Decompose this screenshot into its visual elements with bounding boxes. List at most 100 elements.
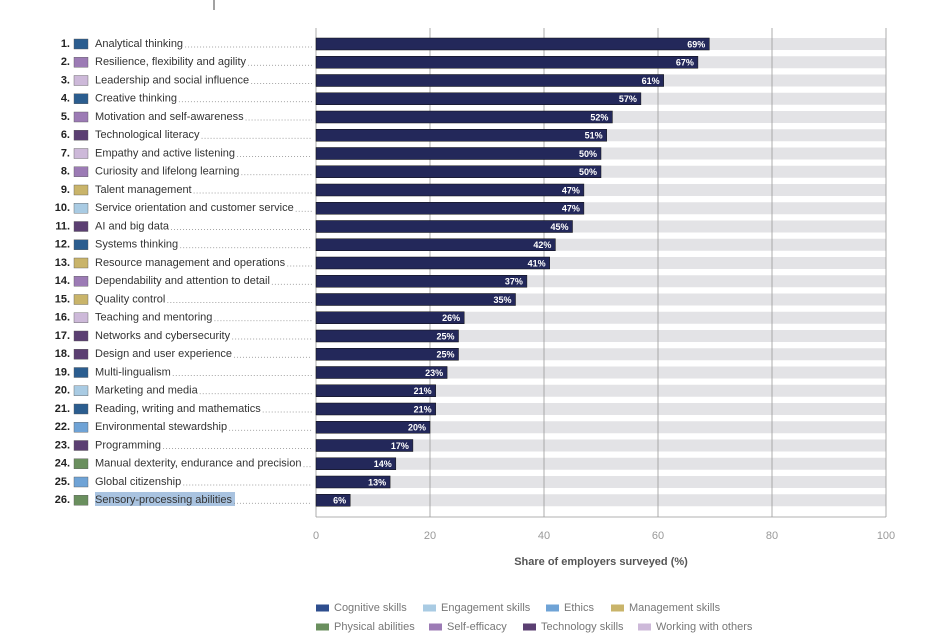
rank: 12. bbox=[55, 239, 70, 251]
track bbox=[316, 439, 886, 452]
group-swatch bbox=[73, 422, 89, 433]
group-swatch bbox=[73, 239, 89, 250]
track bbox=[316, 366, 886, 379]
bar bbox=[315, 293, 516, 306]
legend-swatch bbox=[523, 623, 536, 631]
legend-label: Working with others bbox=[656, 621, 753, 633]
rank: 6. bbox=[61, 129, 70, 141]
bar bbox=[315, 165, 602, 178]
track bbox=[316, 494, 886, 507]
rank: 3. bbox=[61, 74, 70, 86]
bar bbox=[315, 238, 556, 251]
value-label: 52% bbox=[590, 112, 608, 122]
value-label: 23% bbox=[425, 368, 443, 378]
track bbox=[316, 384, 886, 397]
value-label: 42% bbox=[533, 240, 551, 250]
value-label: 57% bbox=[619, 94, 637, 104]
legend-label: Cognitive skills bbox=[334, 602, 407, 614]
bar bbox=[315, 311, 465, 324]
legend-swatch bbox=[316, 604, 329, 612]
category-label: Talent management bbox=[95, 184, 192, 196]
group-swatch bbox=[73, 111, 89, 123]
rank: 17. bbox=[55, 330, 70, 342]
value-label: 67% bbox=[676, 58, 694, 68]
bar bbox=[315, 256, 550, 270]
bar bbox=[315, 366, 448, 379]
rank: 18. bbox=[55, 348, 70, 360]
category-label: Resilience, flexibility and agility bbox=[95, 56, 247, 68]
group-swatch bbox=[73, 166, 89, 177]
rank: 10. bbox=[55, 202, 70, 214]
value-label: 20% bbox=[408, 423, 426, 433]
group-swatch bbox=[73, 458, 89, 469]
value-label: 21% bbox=[414, 404, 432, 414]
group-swatch bbox=[73, 495, 89, 506]
x-tick-label: 0 bbox=[313, 530, 319, 542]
rank: 19. bbox=[55, 366, 70, 378]
legend-label: Management skills bbox=[629, 602, 721, 614]
group-swatch bbox=[73, 349, 89, 360]
legend-label: Technology skills bbox=[541, 621, 624, 633]
value-label: 50% bbox=[579, 149, 597, 159]
category-label: Leadership and social influence bbox=[95, 74, 249, 86]
bar bbox=[315, 348, 459, 361]
value-label: 47% bbox=[562, 185, 580, 195]
group-swatch bbox=[73, 440, 89, 451]
category-label: AI and big data bbox=[95, 220, 170, 232]
x-axis-title: Share of employers surveyed (%) bbox=[514, 556, 688, 568]
category-label: Networks and cybersecurity bbox=[95, 330, 231, 342]
category-label: Curiosity and lifelong learning bbox=[95, 166, 239, 178]
group-swatch bbox=[73, 294, 89, 305]
value-label: 61% bbox=[642, 76, 660, 86]
value-label: 14% bbox=[374, 459, 392, 469]
legend-label: Engagement skills bbox=[441, 602, 531, 614]
category-label: Service orientation and customer service bbox=[95, 202, 294, 214]
bar bbox=[315, 220, 573, 233]
value-label: 25% bbox=[436, 350, 454, 360]
bar bbox=[315, 147, 602, 160]
rank: 2. bbox=[61, 56, 70, 68]
rank: 15. bbox=[55, 293, 70, 305]
category-label: Environmental stewardship bbox=[95, 421, 227, 433]
bar bbox=[315, 183, 585, 197]
group-swatch bbox=[73, 257, 89, 269]
value-label: 51% bbox=[585, 131, 603, 141]
rank: 8. bbox=[61, 166, 70, 178]
bar bbox=[315, 92, 642, 105]
group-swatch bbox=[73, 184, 89, 196]
legend-swatch bbox=[611, 604, 624, 612]
value-label: 25% bbox=[436, 331, 454, 341]
bar bbox=[315, 202, 585, 215]
rank: 4. bbox=[61, 93, 70, 105]
category-label: Sensory-processing abilities bbox=[95, 494, 232, 506]
legend-swatch bbox=[638, 623, 651, 631]
bar bbox=[315, 56, 699, 69]
bar bbox=[315, 457, 397, 470]
category-label: Teaching and mentoring bbox=[95, 312, 212, 324]
category-label: Multi-lingualism bbox=[95, 366, 171, 378]
bar bbox=[315, 110, 613, 124]
rank: 11. bbox=[55, 220, 70, 232]
bar bbox=[315, 475, 391, 489]
rank: 20. bbox=[55, 385, 70, 397]
value-label: 37% bbox=[505, 277, 523, 287]
rank: 1. bbox=[61, 38, 70, 50]
track bbox=[316, 457, 886, 470]
track bbox=[316, 403, 886, 415]
group-swatch bbox=[73, 367, 89, 378]
rank: 7. bbox=[61, 147, 70, 159]
category-label: Dependability and attention to detail bbox=[95, 275, 270, 287]
value-label: 6% bbox=[333, 496, 346, 506]
category-label: Motivation and self-awareness bbox=[95, 111, 244, 123]
x-tick-label: 40 bbox=[538, 530, 550, 542]
group-swatch bbox=[73, 130, 89, 141]
x-tick-label: 80 bbox=[766, 530, 778, 542]
value-label: 47% bbox=[562, 204, 580, 214]
category-label: Empathy and active listening bbox=[95, 147, 235, 159]
legend-swatch bbox=[423, 604, 436, 612]
category-label: Creative thinking bbox=[95, 93, 177, 105]
text-selection bbox=[95, 492, 235, 506]
rank: 14. bbox=[55, 275, 70, 287]
category-label: Programming bbox=[95, 439, 161, 451]
